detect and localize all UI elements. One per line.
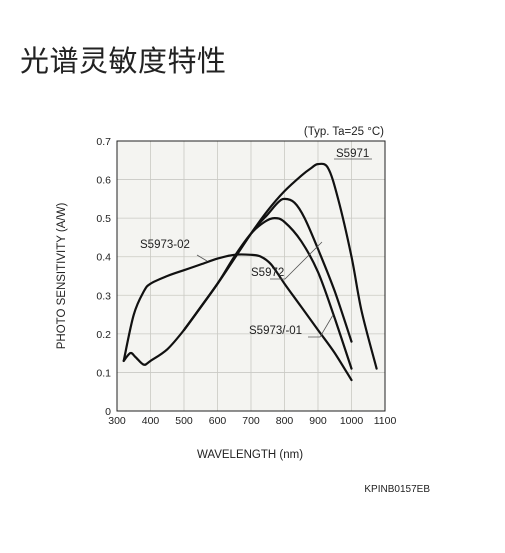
y-tick-label: 0.6 (96, 175, 111, 187)
page-title: 光谱灵敏度特性 (20, 44, 227, 78)
tick-labels: 300 400 500 600 700 800 900 1000 1100 0 0.1 0.2 0.3 0… (96, 136, 396, 427)
x-tick-label: 400 (142, 415, 160, 427)
x-tick-label: 600 (209, 415, 227, 427)
series-line-s5973-01 (122, 217, 353, 370)
y-tick-label: 0.2 (96, 329, 111, 341)
x-tick-label: 800 (276, 415, 294, 427)
x-tick-label: 700 (242, 415, 260, 427)
leader-s5972 (270, 241, 323, 280)
series-label-s5973-01: S5973/-01 (249, 325, 302, 337)
leader-s5973-02 (196, 254, 208, 262)
x-tick-label: 1100 (374, 415, 397, 427)
y-tick-label: 0.3 (96, 290, 111, 302)
series-label-s5971: S5971 (336, 148, 369, 160)
y-tick-label: 0.7 (96, 136, 111, 148)
x-tick-label: 300 (108, 415, 126, 427)
y-tick-label: 0.4 (96, 252, 111, 264)
x-tick-label: 500 (175, 415, 193, 427)
series-lines (122, 162, 378, 382)
y-tick-label: 0.1 (96, 367, 111, 379)
series-label-s5973-02: S5973-02 (140, 239, 190, 251)
figure-code: KPINB0157EB (364, 484, 430, 495)
y-axis-label: PHOTO SENSITIVITY (A/W) (56, 203, 68, 350)
chart-note: (Typ. Ta=25 °C) (304, 126, 384, 138)
label-leader-lines (196, 158, 372, 338)
x-tick-label: 900 (309, 415, 327, 427)
x-tick-label: 1000 (340, 415, 364, 427)
leader-s5973-01 (308, 314, 334, 338)
series-label-s5972: S5972 (251, 267, 284, 279)
x-axis-label: WAVELENGTH (nm) (197, 449, 303, 461)
plot-frame (116, 140, 386, 412)
y-tick-label: 0.5 (96, 213, 111, 225)
y-tick-label: 0 (105, 406, 111, 418)
